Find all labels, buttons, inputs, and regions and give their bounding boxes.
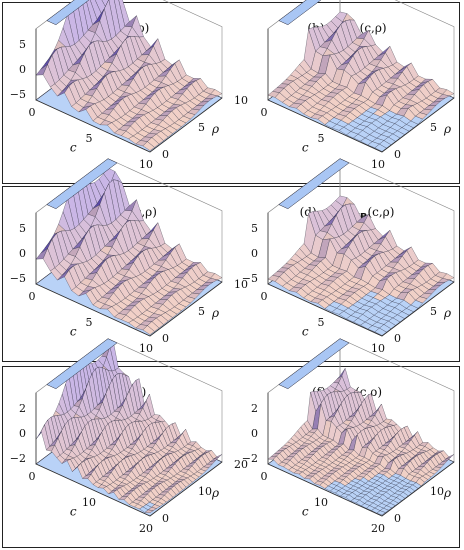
z-tick-label: 0 [251, 247, 258, 260]
box-edge-front [267, 392, 455, 517]
y-tick-label: 5 [198, 305, 205, 318]
x-tick-label: 10 [139, 158, 153, 171]
surface-cap [46, 158, 118, 210]
x-axis-label: c [302, 504, 309, 518]
z-tick-label: 0 [19, 427, 26, 440]
z-tick-label: 0 [19, 247, 26, 260]
z-tick-label: 2 [19, 402, 26, 415]
box-edge-front [35, 392, 223, 517]
y-tick-label: 0 [162, 148, 169, 161]
y-axis-label: ρ [211, 486, 219, 500]
x-tick-label: 0 [261, 470, 268, 483]
y-tick-label: 0 [394, 148, 401, 161]
y-axis-label: ρ [443, 122, 451, 136]
y-tick-label: 5 [198, 121, 205, 134]
z-tick-label: −2 [10, 452, 26, 465]
y-tick-label: 0 [394, 512, 401, 525]
x-axis-label: c [70, 140, 77, 154]
y-axis-label: ρ [443, 486, 451, 500]
y-tick-label: 0 [394, 332, 401, 345]
z-tick-label: 5 [19, 38, 26, 51]
x-tick-label: 20 [139, 522, 153, 535]
y-tick-label: 10 [430, 485, 444, 498]
y-axis-label: ρ [211, 306, 219, 320]
surface-cap [278, 158, 350, 210]
surface-cap [278, 0, 322, 26]
x-tick-label: 0 [261, 290, 268, 303]
x-tick-label: 5 [86, 316, 93, 329]
surface-patch [376, 510, 386, 516]
z-tick-label: −2 [242, 452, 258, 465]
y-tick-label: 0 [162, 512, 169, 525]
z-tick-label: −5 [10, 88, 26, 101]
y-tick-label: 5 [430, 121, 437, 134]
x-tick-label: 0 [261, 106, 268, 119]
z-tick-label: −5 [10, 272, 26, 285]
z-tick-label: 5 [251, 222, 258, 235]
x-tick-label: 10 [371, 158, 385, 171]
y-axis-label: ρ [211, 122, 219, 136]
box-edge-front [267, 212, 455, 337]
z-tick-label: 5 [19, 222, 26, 235]
surface-patch [142, 325, 155, 335]
y-tick-label: 20 [234, 458, 248, 471]
z-tick-label: −5 [242, 272, 258, 285]
x-tick-label: 5 [318, 132, 325, 145]
x-tick-label: 10 [82, 496, 96, 509]
x-tick-label: 0 [29, 290, 36, 303]
x-tick-label: 20 [371, 522, 385, 535]
surface-cap [278, 338, 350, 390]
surface-patch [144, 509, 154, 513]
surface-cap [46, 0, 90, 26]
x-axis-label: c [302, 140, 309, 154]
x-tick-label: 10 [371, 342, 385, 355]
y-tick-label: 5 [430, 305, 437, 318]
x-tick-label: 10 [139, 342, 153, 355]
box-edge-front [35, 212, 223, 337]
surface-patch [142, 141, 155, 151]
y-axis-label: ρ [443, 306, 451, 320]
z-tick-label: 0 [251, 427, 258, 440]
y-tick-label: 10 [198, 485, 212, 498]
z-tick-label: 2 [251, 402, 258, 415]
x-tick-label: 10 [314, 496, 328, 509]
box-edge-front [267, 28, 455, 153]
y-tick-label: 10 [234, 94, 248, 107]
x-axis-label: c [302, 324, 309, 338]
z-tick-label: 0 [19, 63, 26, 76]
surface-cap [46, 338, 118, 390]
y-tick-label: 0 [162, 332, 169, 345]
x-axis-label: c [70, 324, 77, 338]
x-tick-label: 0 [29, 106, 36, 119]
box-edge-front [35, 28, 223, 153]
x-tick-label: 5 [318, 316, 325, 329]
x-tick-label: 5 [86, 132, 93, 145]
x-tick-label: 0 [29, 470, 36, 483]
x-axis-label: c [70, 504, 77, 518]
y-tick-label: 10 [234, 278, 248, 291]
